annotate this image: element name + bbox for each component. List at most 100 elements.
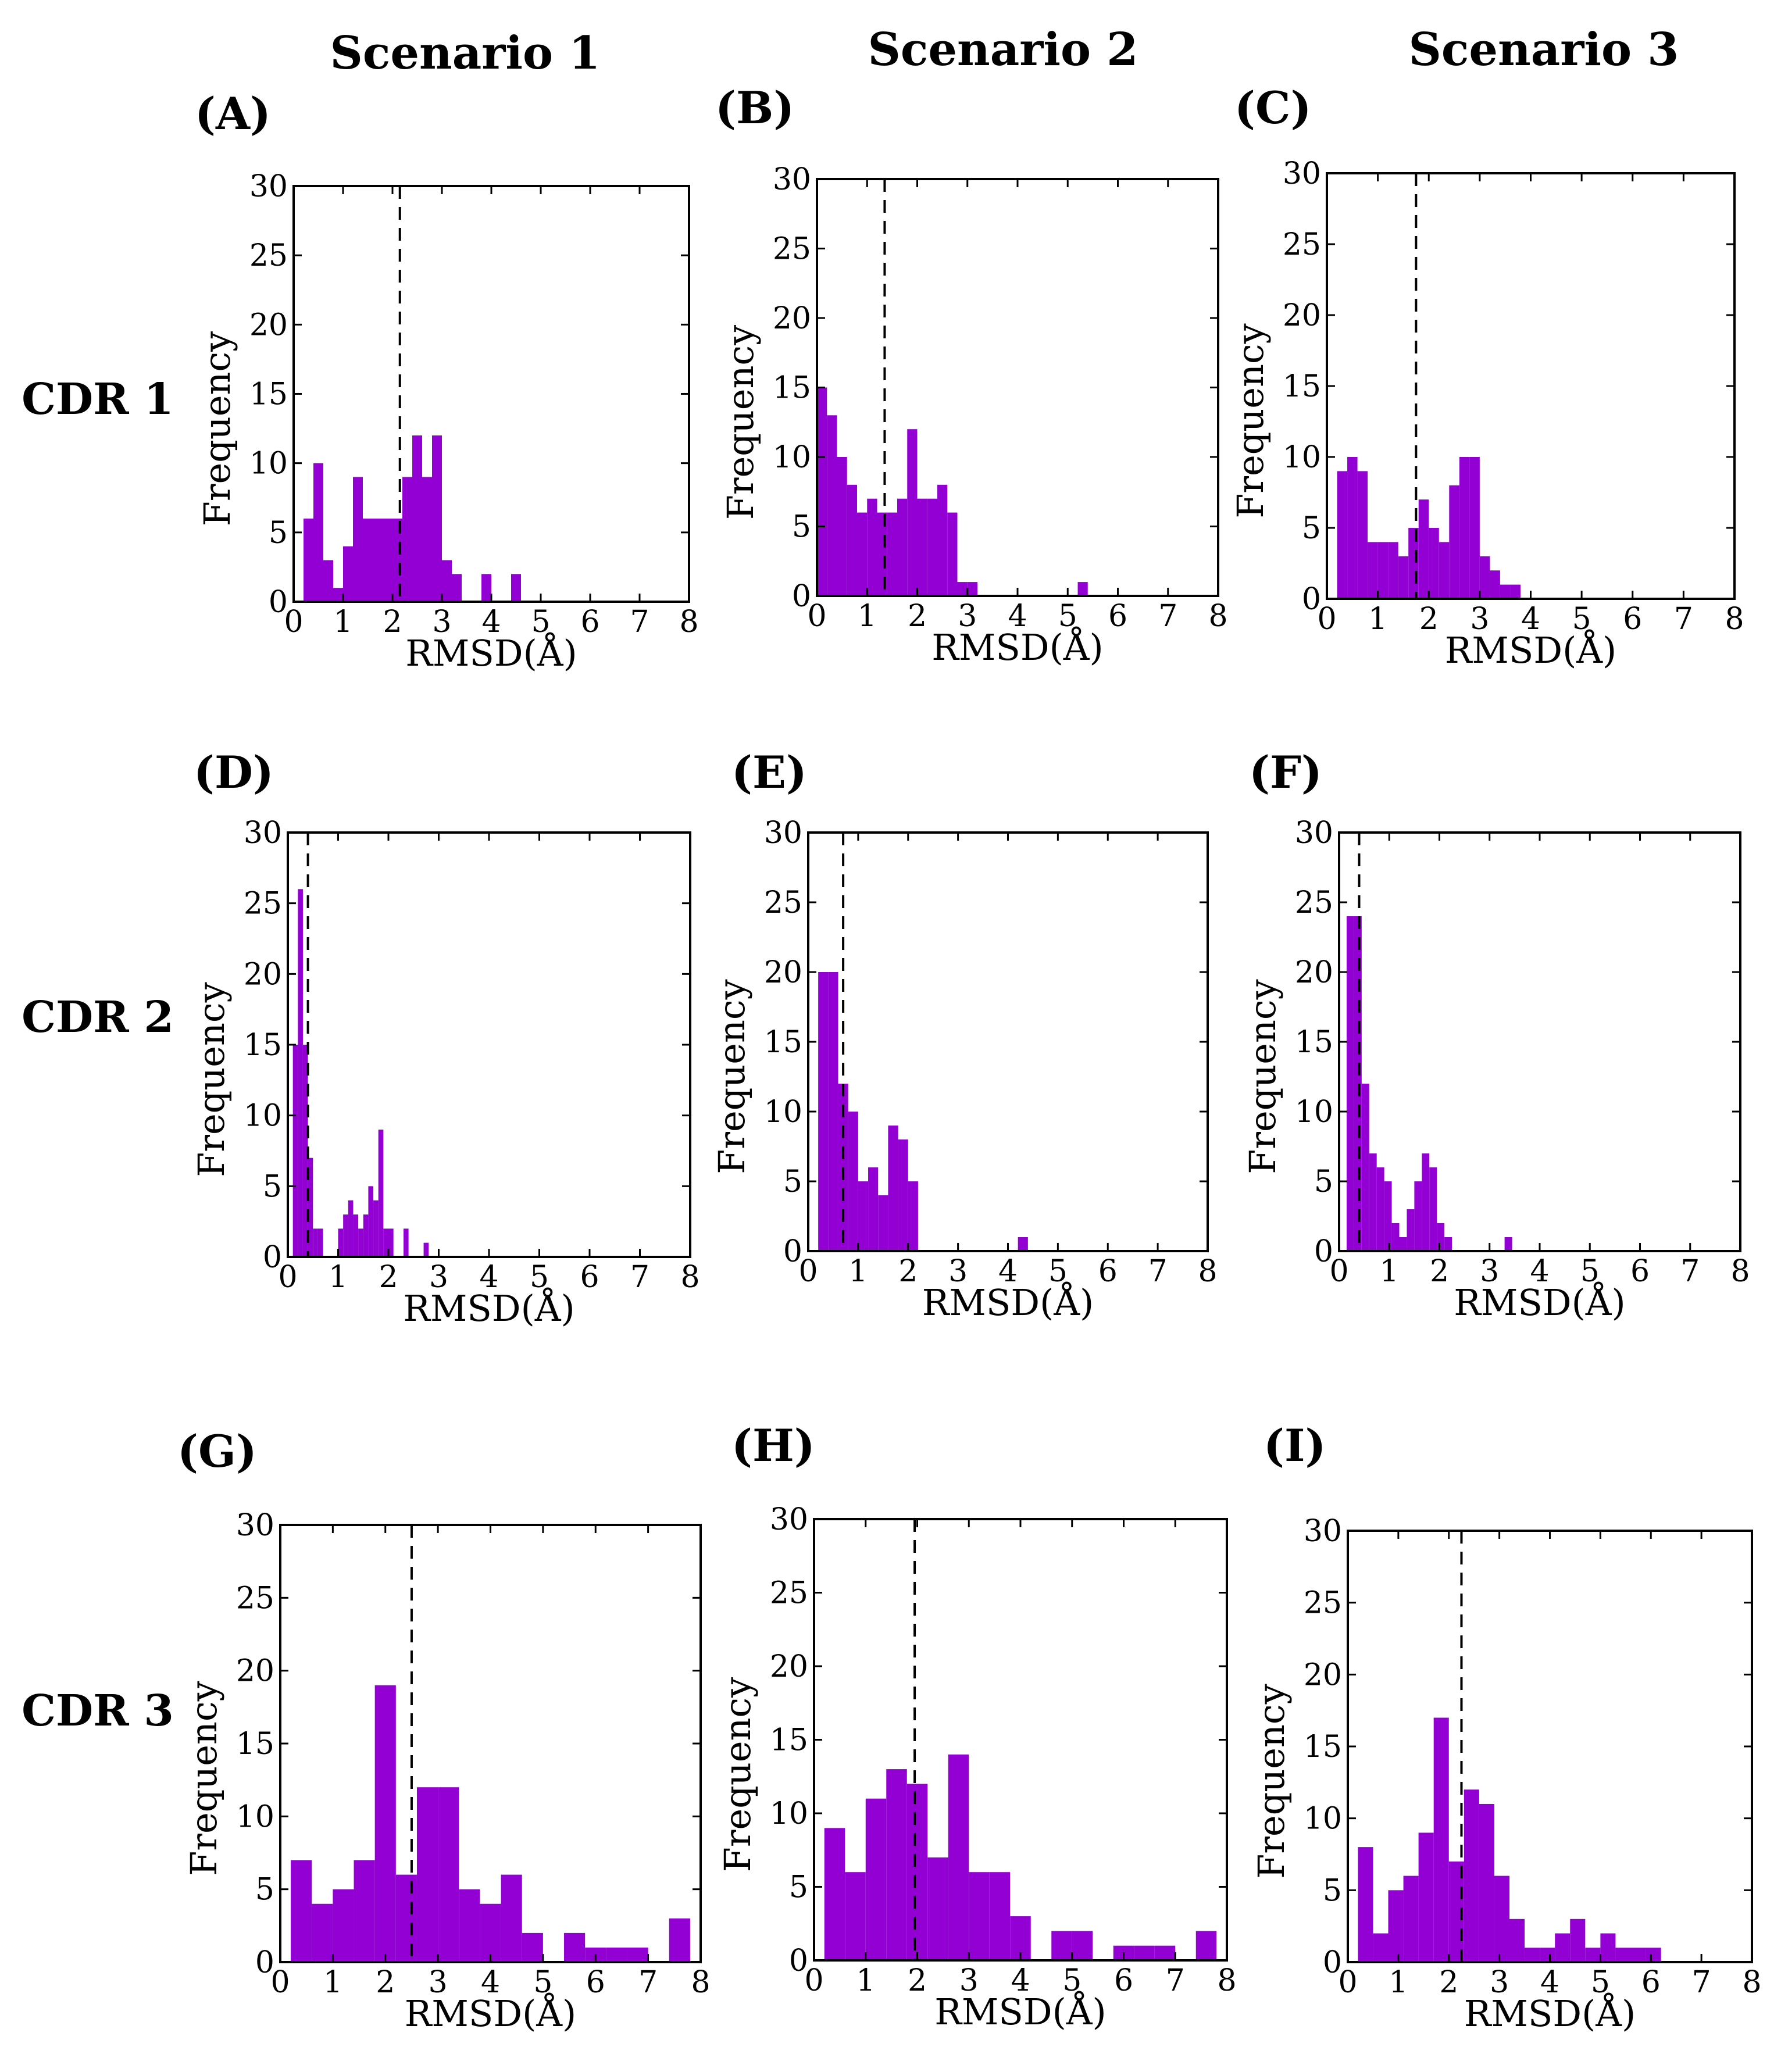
x-tick-label: 8 xyxy=(1217,1963,1236,1998)
histogram-bar xyxy=(1570,1919,1586,1962)
y-tick-label: 30 xyxy=(1283,156,1321,191)
histogram-bar xyxy=(1373,1933,1389,1962)
histogram-bar xyxy=(358,1228,363,1257)
y-tick-label: 15 xyxy=(236,1727,274,1762)
y-tick-label: 5 xyxy=(255,1873,274,1907)
histogram-bar xyxy=(937,484,948,596)
histogram-bar xyxy=(1388,542,1398,599)
y-tick-label: 30 xyxy=(1295,816,1333,851)
x-axis-label: RMSD(Å) xyxy=(1445,629,1617,671)
x-tick-label: 0 xyxy=(807,599,826,634)
histogram-bar xyxy=(1479,556,1490,599)
panel-label: (B) xyxy=(715,82,794,134)
row-title-cdr-2: CDR 2 xyxy=(22,992,174,1042)
x-tick-label: 2 xyxy=(1439,1965,1458,2000)
histogram-bar xyxy=(1051,1931,1072,1960)
x-tick-label: 6 xyxy=(1114,1963,1133,1998)
x-tick-label: 1 xyxy=(858,599,877,634)
histogram-bar xyxy=(388,1228,394,1257)
x-tick-label: 1 xyxy=(848,1254,868,1289)
histogram-bar xyxy=(824,1828,845,1960)
histogram-bar xyxy=(1376,1167,1384,1251)
y-tick-label: 20 xyxy=(244,957,282,992)
histogram-bar xyxy=(837,457,847,596)
histogram-bar xyxy=(363,519,373,602)
histogram-bar xyxy=(886,1769,907,1960)
y-tick-label: 0 xyxy=(255,1945,274,1980)
panel-label: (H) xyxy=(731,1420,815,1471)
histogram-bar xyxy=(343,1214,348,1257)
histogram-bar xyxy=(669,1918,690,1962)
histogram-bar xyxy=(374,1685,396,1962)
histogram-bar xyxy=(373,519,383,602)
histogram-bar xyxy=(368,1186,374,1257)
histogram-bar xyxy=(818,972,829,1251)
y-tick-label: 5 xyxy=(1302,511,1321,546)
y-tick-label: 30 xyxy=(764,816,802,851)
histogram-bar xyxy=(1077,582,1088,596)
histogram-bar xyxy=(1429,528,1439,599)
histogram-bar xyxy=(403,1228,409,1257)
histogram-bar xyxy=(858,1181,869,1251)
y-tick-label: 25 xyxy=(244,887,282,921)
x-tick-label: 4 xyxy=(479,1260,498,1295)
histogram-bar xyxy=(1346,916,1354,1251)
histogram-bar xyxy=(948,1754,969,1960)
y-tick-label: 25 xyxy=(1283,227,1321,262)
histogram-bar xyxy=(957,582,968,596)
y-tick-label: 20 xyxy=(770,1649,808,1684)
x-tick-label: 0 xyxy=(804,1963,823,1998)
histogram-bar xyxy=(292,1045,298,1257)
x-tick-label: 8 xyxy=(1730,1254,1750,1289)
y-tick-label: 10 xyxy=(1304,1802,1342,1837)
y-tick-label: 20 xyxy=(249,308,288,342)
column-title-scenario-1: Scenario 1 xyxy=(330,27,601,80)
panel-label: (E) xyxy=(731,746,807,798)
y-tick-label: 5 xyxy=(789,1870,808,1905)
x-tick-label: 1 xyxy=(329,1260,348,1295)
x-tick-label: 0 xyxy=(798,1254,818,1289)
y-tick-label: 25 xyxy=(236,1581,274,1616)
histogram-bar xyxy=(1337,471,1348,599)
histogram-bar xyxy=(353,477,363,602)
x-axis-label: RMSD(Å) xyxy=(1464,1992,1636,2035)
histogram-bar xyxy=(501,1874,522,1962)
histogram-bar xyxy=(304,519,313,602)
histogram-bar xyxy=(1540,1948,1555,1962)
histogram-bar xyxy=(888,1126,898,1251)
histogram-bar xyxy=(395,1874,417,1962)
y-tick-label: 0 xyxy=(792,579,811,614)
histogram-bar xyxy=(1403,1875,1419,1962)
y-tick-label: 0 xyxy=(263,1240,282,1275)
x-tick-label: 4 xyxy=(1011,1963,1030,1998)
y-tick-label: 15 xyxy=(1295,1025,1333,1060)
histogram-bar xyxy=(1525,1948,1540,1962)
histogram-bar xyxy=(338,1228,344,1257)
histogram-bar xyxy=(1407,1209,1415,1251)
histogram-bar xyxy=(1646,1948,1661,1962)
x-tick-label: 1 xyxy=(856,1963,875,1998)
x-tick-label: 4 xyxy=(1530,1254,1549,1289)
histogram-bar xyxy=(481,574,491,602)
panel-label: (C) xyxy=(1234,82,1311,134)
x-tick-label: 5 xyxy=(533,1965,552,2000)
histogram-panels: (A)0 1 2 3 4 5 6 7 8051015202530RMSD(Å)Frequency… xyxy=(177,82,1762,2035)
x-tick-label: 3 xyxy=(959,1963,979,1998)
y-tick-label: 10 xyxy=(236,1799,274,1834)
histogram-bar xyxy=(1630,1948,1646,1962)
x-tick-label: 6 xyxy=(1630,1254,1650,1289)
histogram-bar xyxy=(1358,1847,1373,1962)
x-tick-label: 3 xyxy=(1490,1965,1509,2000)
x-tick-label: 4 xyxy=(481,605,501,640)
x-tick-label: 1 xyxy=(333,605,352,640)
plot-frame xyxy=(287,831,691,1258)
x-tick-label: 6 xyxy=(1108,599,1127,634)
x-tick-label: 4 xyxy=(481,1965,500,2000)
histogram-bar xyxy=(291,1860,312,1962)
x-tick-label: 3 xyxy=(958,599,977,634)
x-tick-label: 7 xyxy=(630,605,649,640)
histogram-bar xyxy=(308,1158,313,1257)
histogram-bar xyxy=(1195,1931,1217,1960)
histogram-bar xyxy=(1585,1948,1601,1962)
